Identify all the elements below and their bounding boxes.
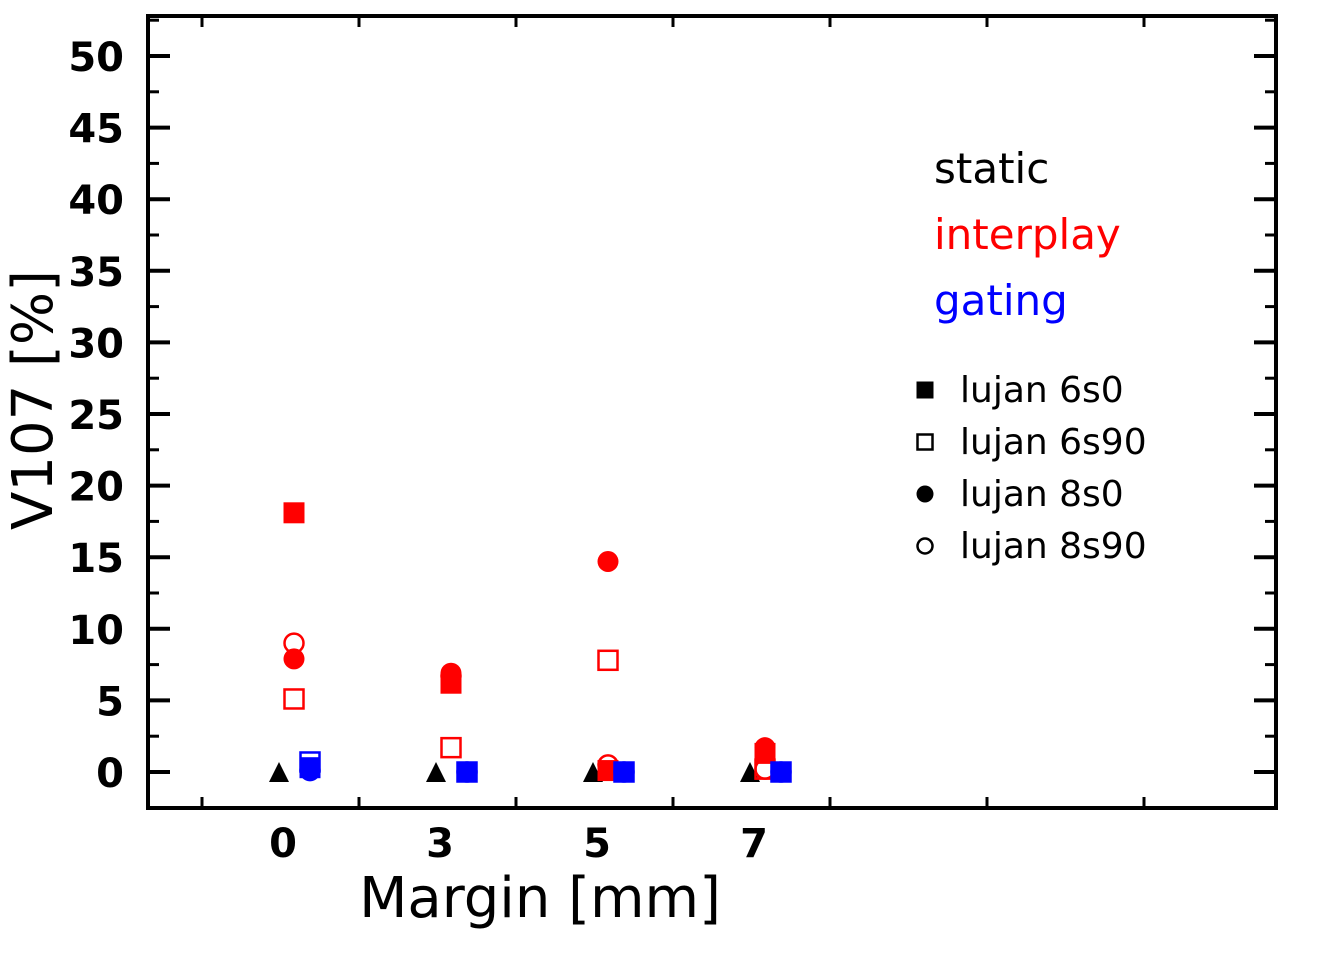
y-tick-label: 40 (68, 178, 124, 224)
legend-series-label: lujan 6s0 (960, 370, 1124, 411)
data-point-static-filled-triangle (426, 762, 446, 782)
legend: static interplay gating lujan 6s0 lujan 6s90… (916, 144, 1147, 567)
legend-group-label: interplay (934, 210, 1121, 259)
x-tick-labels: 0 3 5 7 (269, 821, 768, 867)
legend-series-label: lujan 8s0 (960, 474, 1124, 515)
y-tick-label: 5 (96, 679, 124, 725)
y-tick-label: 15 (68, 536, 124, 582)
data-point-gating-open-circle (456, 761, 478, 783)
data-point-interplay-filled-circle (597, 550, 619, 572)
x-tick-label: 5 (583, 821, 611, 867)
y-axis-label: V107 [%] (1, 270, 66, 530)
data-point-interplay-filled-circle (283, 648, 305, 670)
data-point-interplay-filled-square (283, 502, 305, 524)
data-point-interplay-filled-circle (754, 737, 776, 759)
x-tick-label: 7 (740, 821, 768, 867)
y-tick-label: 10 (68, 608, 124, 654)
data-point-gating-filled-circle (613, 761, 635, 783)
x-axis-label: Margin [mm] (359, 866, 721, 931)
legend-marker (916, 485, 934, 503)
y-tick-label: 30 (68, 321, 124, 367)
y-tick-label: 20 (68, 465, 124, 511)
data-point-static-filled-triangle (269, 762, 289, 782)
legend-group-label: static (934, 144, 1049, 193)
data-point-interplay-open-square (440, 736, 462, 759)
data-point-interplay-open-circle (283, 632, 305, 654)
legend-marker (916, 381, 934, 399)
data-point-gating-filled-circle (456, 761, 478, 783)
axis-ticks (148, 16, 1276, 808)
y-tick-label: 50 (68, 35, 124, 81)
y-tick-label: 25 (68, 393, 124, 439)
y-tick-label: 0 (96, 751, 124, 797)
legend-series-label: lujan 8s90 (960, 526, 1147, 567)
data-marks (269, 502, 792, 783)
x-tick-label: 3 (426, 821, 454, 867)
legend-series-label: lujan 6s90 (960, 422, 1147, 463)
legend-group-label: gating (934, 276, 1068, 325)
y-tick-labels: 0 5 10 15 20 25 30 35 40 45 50 (68, 35, 124, 797)
y-tick-label: 45 (68, 107, 124, 153)
y-tick-label: 35 (68, 250, 124, 296)
legend-marker (916, 433, 934, 451)
legend-marker (916, 537, 934, 555)
data-point-interplay-open-square (597, 649, 619, 672)
data-point-interplay-open-square (283, 688, 305, 710)
plot-frame (146, 14, 1278, 810)
data-point-gating-open-circle (613, 761, 635, 783)
data-point-interplay-open-circle (440, 665, 462, 687)
data-point-gating-open-circle (299, 759, 321, 782)
data-point-gating-filled-circle (770, 761, 792, 783)
data-point-gating-open-circle (770, 761, 792, 783)
x-tick-label: 0 (269, 821, 297, 867)
